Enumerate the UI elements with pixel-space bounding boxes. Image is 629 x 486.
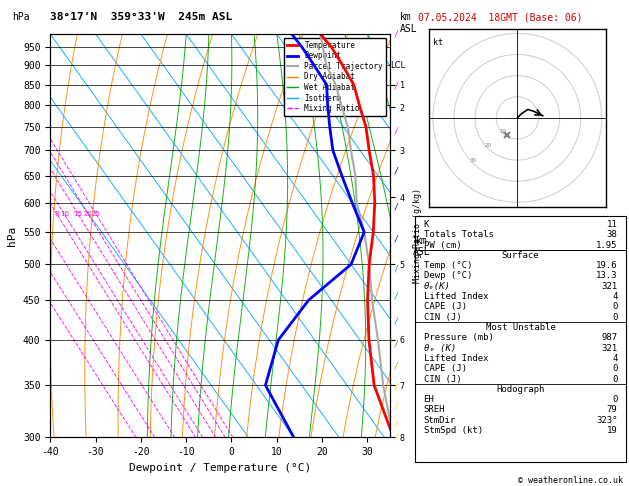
Text: 20: 20 xyxy=(84,211,92,217)
Text: 0: 0 xyxy=(612,395,618,404)
Text: 20: 20 xyxy=(484,143,491,148)
Text: /: / xyxy=(393,203,398,211)
Text: /: / xyxy=(393,340,398,349)
Text: 321: 321 xyxy=(601,282,618,291)
Text: /: / xyxy=(393,30,398,38)
Text: LCL: LCL xyxy=(390,61,405,70)
Text: 38°17'N  359°33'W  245m ASL: 38°17'N 359°33'W 245m ASL xyxy=(50,12,233,22)
Text: /: / xyxy=(393,401,398,411)
Text: Temp (°C): Temp (°C) xyxy=(423,261,472,270)
Text: Lifted Index: Lifted Index xyxy=(423,292,488,301)
Text: Most Unstable: Most Unstable xyxy=(486,323,555,332)
Text: StmDir: StmDir xyxy=(423,416,456,425)
Text: 0: 0 xyxy=(612,302,618,312)
Text: 321: 321 xyxy=(601,344,618,353)
Text: CAPE (J): CAPE (J) xyxy=(423,302,467,312)
Text: /: / xyxy=(393,420,398,429)
Text: 0: 0 xyxy=(612,364,618,373)
Text: 19: 19 xyxy=(607,426,618,435)
Text: /: / xyxy=(393,292,398,300)
Text: 30: 30 xyxy=(469,158,477,163)
Text: 4: 4 xyxy=(612,354,618,363)
Text: 0: 0 xyxy=(612,312,618,322)
Text: 987: 987 xyxy=(601,333,618,342)
Text: hPa: hPa xyxy=(13,12,30,22)
Text: Hodograph: Hodograph xyxy=(496,385,545,394)
Text: StmSpd (kt): StmSpd (kt) xyxy=(423,426,482,435)
Text: /: / xyxy=(393,362,398,371)
Text: Pressure (mb): Pressure (mb) xyxy=(423,333,493,342)
Text: 07.05.2024  18GMT (Base: 06): 07.05.2024 18GMT (Base: 06) xyxy=(418,12,583,22)
Text: 38: 38 xyxy=(607,230,618,239)
Text: /: / xyxy=(393,316,398,326)
X-axis label: Dewpoint / Temperature (°C): Dewpoint / Temperature (°C) xyxy=(129,463,311,473)
Text: 13.3: 13.3 xyxy=(596,272,618,280)
Text: Mixing Ratio (g/kg): Mixing Ratio (g/kg) xyxy=(413,188,421,283)
Y-axis label: km
ASL: km ASL xyxy=(413,236,430,257)
Text: CIN (J): CIN (J) xyxy=(423,375,461,383)
Text: km
ASL: km ASL xyxy=(399,12,417,34)
Text: 1.95: 1.95 xyxy=(596,241,618,250)
Text: kt: kt xyxy=(433,37,443,47)
Text: 10: 10 xyxy=(60,211,69,217)
Legend: Temperature, Dewpoint, Parcel Trajectory, Dry Adiabat, Wet Adiabat, Isotherm, Mi: Temperature, Dewpoint, Parcel Trajectory… xyxy=(284,38,386,116)
Text: /: / xyxy=(393,433,398,442)
Text: Lifted Index: Lifted Index xyxy=(423,354,488,363)
Text: CAPE (J): CAPE (J) xyxy=(423,364,467,373)
Text: PW (cm): PW (cm) xyxy=(423,241,461,250)
Text: /: / xyxy=(393,382,398,391)
Text: 25: 25 xyxy=(92,211,101,217)
Text: 0: 0 xyxy=(612,375,618,383)
Text: 8: 8 xyxy=(55,211,59,217)
Text: 323°: 323° xyxy=(596,416,618,425)
Text: 11: 11 xyxy=(607,220,618,229)
Text: 79: 79 xyxy=(607,405,618,415)
Text: /: / xyxy=(393,127,398,136)
Text: Dewp (°C): Dewp (°C) xyxy=(423,272,472,280)
Text: © weatheronline.co.uk: © weatheronline.co.uk xyxy=(518,476,623,485)
Text: θₑ (K): θₑ (K) xyxy=(423,344,456,353)
Text: 15: 15 xyxy=(74,211,82,217)
Text: /: / xyxy=(393,235,398,244)
Text: /: / xyxy=(393,167,398,176)
Text: 4: 4 xyxy=(612,292,618,301)
Text: SREH: SREH xyxy=(423,405,445,415)
Y-axis label: hPa: hPa xyxy=(8,226,18,246)
Text: Surface: Surface xyxy=(502,251,539,260)
Text: 19.6: 19.6 xyxy=(596,261,618,270)
Text: Totals Totals: Totals Totals xyxy=(423,230,493,239)
Text: 10: 10 xyxy=(499,129,506,134)
Text: /: / xyxy=(393,264,398,273)
Text: θₑ(K): θₑ(K) xyxy=(423,282,450,291)
Text: EH: EH xyxy=(423,395,434,404)
Text: CIN (J): CIN (J) xyxy=(423,312,461,322)
Text: /: / xyxy=(393,82,398,91)
Text: K: K xyxy=(423,220,429,229)
